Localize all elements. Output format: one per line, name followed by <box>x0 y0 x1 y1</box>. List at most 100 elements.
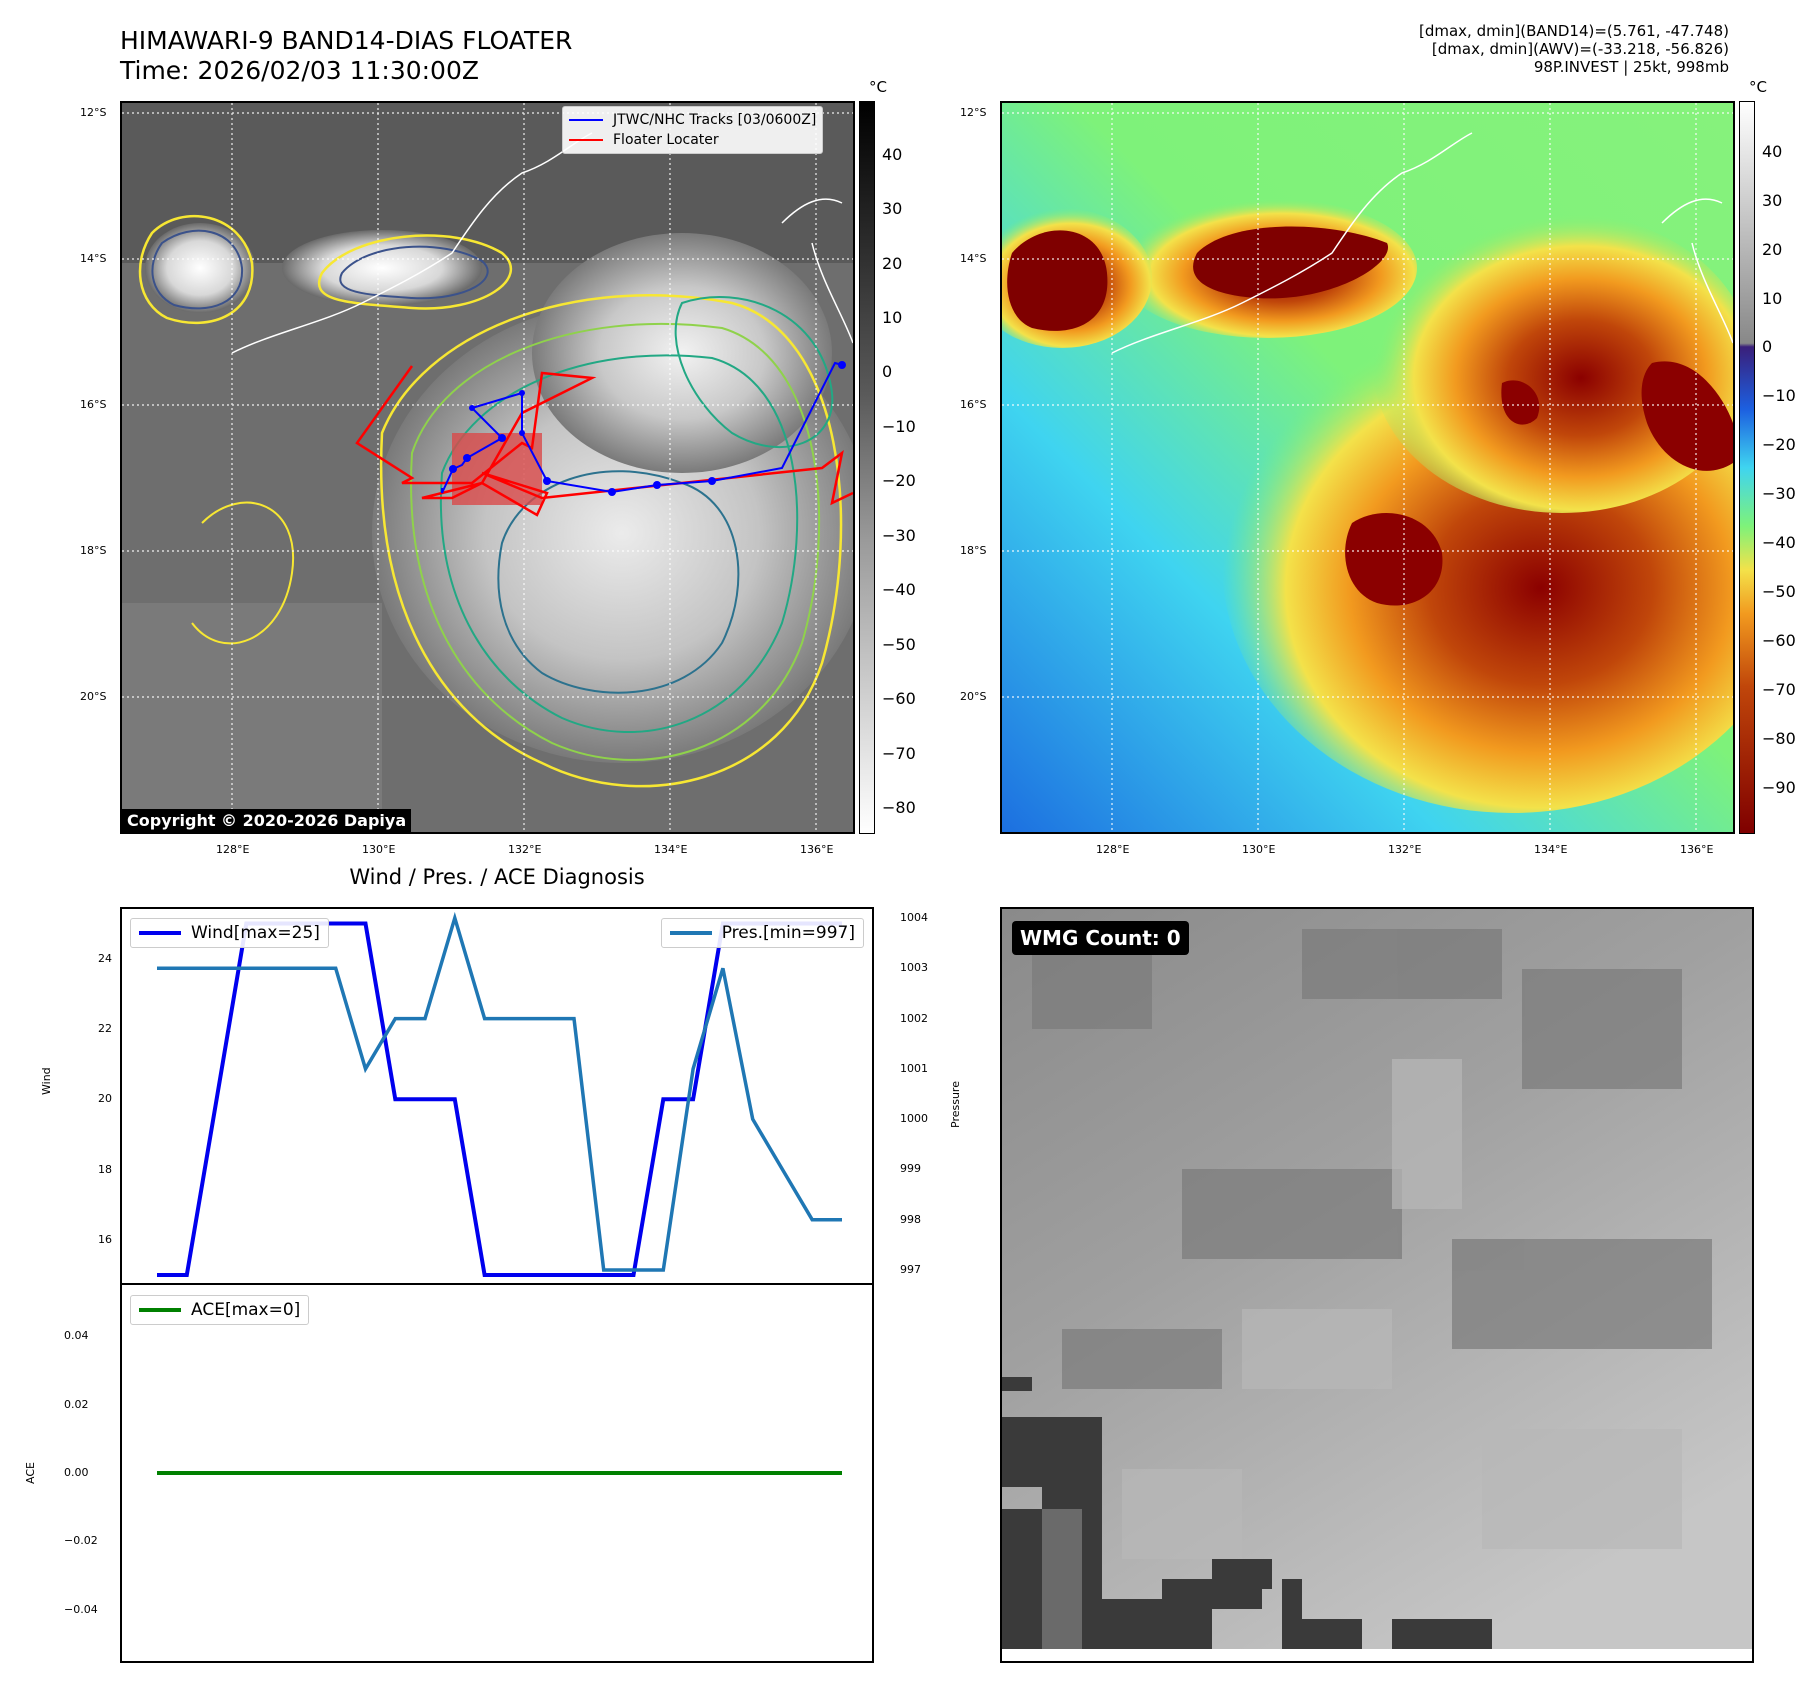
pressure-tick: 1004 <box>900 911 928 925</box>
ace-panel: ACE[max=0] <box>120 1283 874 1663</box>
ace-tick: 0.02 <box>64 1397 89 1411</box>
track-swatch <box>569 119 603 121</box>
cb-tick: −20 <box>1762 435 1796 454</box>
cb-tick: −10 <box>1762 386 1796 405</box>
cb-tick: −80 <box>1762 729 1796 748</box>
legend-wind: Wind[max=25] <box>130 918 329 948</box>
cb-tick: −50 <box>882 635 916 654</box>
lon-label: 136°E <box>800 843 834 856</box>
colorbar-left-unit: °C <box>869 78 887 96</box>
wind-line <box>157 921 842 1277</box>
cb-tick: −70 <box>882 744 916 763</box>
ace-tick: −0.02 <box>64 1534 98 1548</box>
diagnosis-title: Wind / Pres. / ACE Diagnosis <box>349 865 645 889</box>
timestamp: Time: 2026/02/03 11:30:00Z <box>120 56 479 85</box>
cb-tick: 30 <box>882 199 903 218</box>
cb-tick: −80 <box>882 798 916 817</box>
cb-tick: −70 <box>1762 680 1796 699</box>
lon-label: 128°E <box>216 843 250 856</box>
cb-tick: 10 <box>882 308 903 327</box>
wind-axis-label: Wind <box>40 1067 53 1095</box>
cb-tick: −30 <box>882 526 916 545</box>
ace-axis-label: ACE <box>24 1462 37 1484</box>
ace-tick: −0.04 <box>64 1602 98 1616</box>
cb-tick: 10 <box>1762 289 1783 308</box>
legend-floater: Floater Locater <box>569 130 816 150</box>
cb-tick: 20 <box>1762 240 1783 259</box>
wind-tick: 18 <box>98 1162 112 1176</box>
lat-label: 12°S <box>960 106 987 119</box>
ace-swatch <box>139 1308 181 1312</box>
wind-pressure-panel: Wind[max=25] Pres.[min=997] <box>120 907 874 1285</box>
legend-ace-label: ACE[max=0] <box>191 1300 301 1320</box>
lon-label: 134°E <box>1534 843 1568 856</box>
cb-tick: −90 <box>1762 778 1796 797</box>
cb-tick: 0 <box>882 362 893 381</box>
track-points <box>449 361 846 496</box>
lon-label: 132°E <box>1388 843 1422 856</box>
map-legend: JTWC/NHC Tracks [03/0600Z] Floater Locat… <box>562 106 824 154</box>
pressure-swatch <box>669 931 712 935</box>
lat-label: 12°S <box>80 106 107 119</box>
awv-map-panel <box>1000 101 1735 834</box>
copyright: Copyright © 2020-2026 Dapiya <box>122 809 412 832</box>
wmg-panel: WMG Count: 0 <box>1000 907 1754 1663</box>
lon-label: 130°E <box>362 843 396 856</box>
colorbar-right <box>1739 101 1755 834</box>
pressure-tick: 999 <box>900 1162 921 1176</box>
lon-label: 134°E <box>654 843 688 856</box>
cb-tick: 40 <box>882 145 903 164</box>
cb-tick: −40 <box>882 580 916 599</box>
lon-label: 128°E <box>1096 843 1130 856</box>
wind-tick: 22 <box>98 1021 112 1035</box>
lat-label: 18°S <box>80 544 107 557</box>
lat-label: 14°S <box>80 252 107 265</box>
pressure-axis-label: Pressure <box>949 1081 962 1128</box>
ir-map-panel: JTWC/NHC Tracks [03/0600Z] Floater Locat… <box>120 101 855 834</box>
lon-label: 132°E <box>508 843 542 856</box>
legend-pressure: Pres.[min=997] <box>660 918 864 948</box>
cb-tick: −50 <box>1762 582 1796 601</box>
legend-tracks: JTWC/NHC Tracks [03/0600Z] <box>569 110 816 130</box>
pressure-line <box>157 911 842 1272</box>
lat-label: 20°S <box>80 690 107 703</box>
ace-tick: 0.00 <box>64 1466 89 1479</box>
cb-tick: −40 <box>1762 533 1796 552</box>
cb-tick: 20 <box>882 254 903 273</box>
lat-label: 14°S <box>960 252 987 265</box>
pressure-tick: 998 <box>900 1212 921 1226</box>
storm-info: 98P.INVEST | 25kt, 998mb <box>1533 58 1729 76</box>
wmg-count-badge: WMG Count: 0 <box>1012 921 1189 955</box>
cb-tick: −30 <box>1762 484 1796 503</box>
dmax-band14: [dmax, dmin](BAND14)=(5.761, -47.748) <box>1418 22 1729 40</box>
awv-map <box>1002 103 1733 832</box>
wind-pressure-chart <box>157 911 842 1277</box>
ace-chart <box>157 1471 842 1475</box>
pressure-tick: 1001 <box>900 1061 928 1075</box>
pressure-tick: 997 <box>900 1262 921 1276</box>
cb-tick: 0 <box>1762 337 1773 356</box>
lat-label: 20°S <box>960 690 987 703</box>
wind-tick: 20 <box>98 1092 112 1106</box>
legend-wind-label: Wind[max=25] <box>191 923 320 943</box>
legend-floater-label: Floater Locater <box>613 132 719 148</box>
wind-tick: 16 <box>98 1232 112 1246</box>
ace-tick: 0.04 <box>64 1329 89 1343</box>
cb-tick: −60 <box>1762 631 1796 650</box>
lon-label: 136°E <box>1680 843 1714 856</box>
dmax-awv: [dmax, dmin](AWV)=(-33.218, -56.826) <box>1431 40 1729 58</box>
cb-tick: −20 <box>882 471 916 490</box>
cb-tick: −60 <box>882 689 916 708</box>
wmg-image <box>1002 909 1752 1661</box>
legend-ace: ACE[max=0] <box>130 1295 310 1325</box>
wind-swatch <box>139 931 181 935</box>
lat-label: 18°S <box>960 544 987 557</box>
cb-tick: 30 <box>1762 191 1783 210</box>
colorbar-right-unit: °C <box>1749 78 1767 96</box>
pressure-tick: 1003 <box>900 961 928 975</box>
lat-label: 16°S <box>960 398 987 411</box>
cb-tick: 40 <box>1762 142 1783 161</box>
ir-map <box>122 103 853 832</box>
wind-tick: 24 <box>98 951 112 965</box>
pressure-tick: 1000 <box>900 1112 928 1126</box>
